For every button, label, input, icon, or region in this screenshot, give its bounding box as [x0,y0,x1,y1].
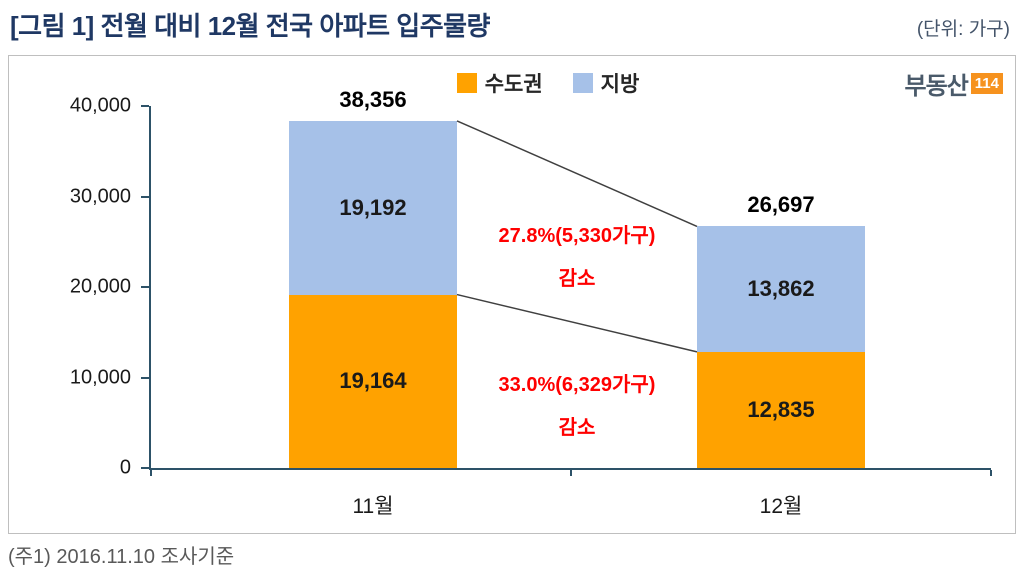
y-tick-label: 30,000 [69,185,131,207]
bar-segment-capital-region: 19,164 [289,294,457,468]
y-tick-mark [141,286,149,288]
y-tick-mark [141,195,149,198]
x-tick-mark [150,470,152,476]
plot-area: 0 10,000 20,000 30,000 40,000 19,164 19,192 38,… [70,87,992,518]
legend-label: 수도권 [484,73,543,96]
legend-swatch-icon [456,73,477,93]
unit-label: (단위: 가구) [916,19,1010,40]
footer-note: (주1) 2016.11.10 조사기준 [8,546,235,568]
legend-label: 지방 [600,73,640,96]
y-tick-label: 0 [119,456,131,479]
segment-value-label: 19,192 [339,194,407,220]
annotation-percent-text: 27.8%(5,330가구) [498,224,656,247]
x-tick-mark [990,470,992,476]
legend-item: 수도권 [456,68,543,98]
logo: 부동산 114 [905,66,1003,101]
bar-segment-province: 19,192 [289,120,457,295]
annotation-decrease: 33.0%(6,329가구) 감소 [499,368,656,440]
chart-frame: 수도권 지방 부동산 114 0 10,000 20,000 30,000 40,000 1… [8,55,1016,534]
y-tick-label: 10,000 [69,366,131,388]
total-value-label: 38,356 [339,86,407,112]
segment-value-label: 19,164 [339,368,407,394]
logo-badge-icon: 114 [970,73,1003,94]
legend-swatch-icon [572,73,593,93]
x-tick-mark [570,470,572,476]
annotation-decrease: 27.8%(5,330가구) 감소 [499,219,656,291]
annotation-decrease-text: 감소 [558,417,596,440]
logo-text: 부동산 [904,73,969,100]
y-tick-mark [141,376,149,379]
total-value-label: 26,697 [747,192,815,218]
bar-segment-province: 13,862 [697,226,865,352]
legend: 수도권 지방 [45,68,1024,98]
y-tick-mark [141,467,149,469]
y-tick-label: 40,000 [69,94,131,117]
segment-value-label: 13,862 [747,276,815,302]
annotation-percent-text: 33.0%(6,329가구) [498,374,656,397]
y-tick-mark [141,105,149,107]
segment-value-label: 12,835 [747,396,815,422]
x-category-label: 11월 [352,495,394,518]
y-tick-label: 20,000 [69,275,131,298]
connector-line [456,120,698,228]
page-title: [그림 1] 전월 대비 12월 전국 아파트 입주물량 [10,11,490,41]
x-category-label: 12월 [759,495,803,518]
bar-segment-capital-region: 12,835 [697,351,865,468]
annotation-decrease-text: 감소 [558,267,596,290]
legend-item: 지방 [572,68,640,98]
connector-line [456,293,698,353]
